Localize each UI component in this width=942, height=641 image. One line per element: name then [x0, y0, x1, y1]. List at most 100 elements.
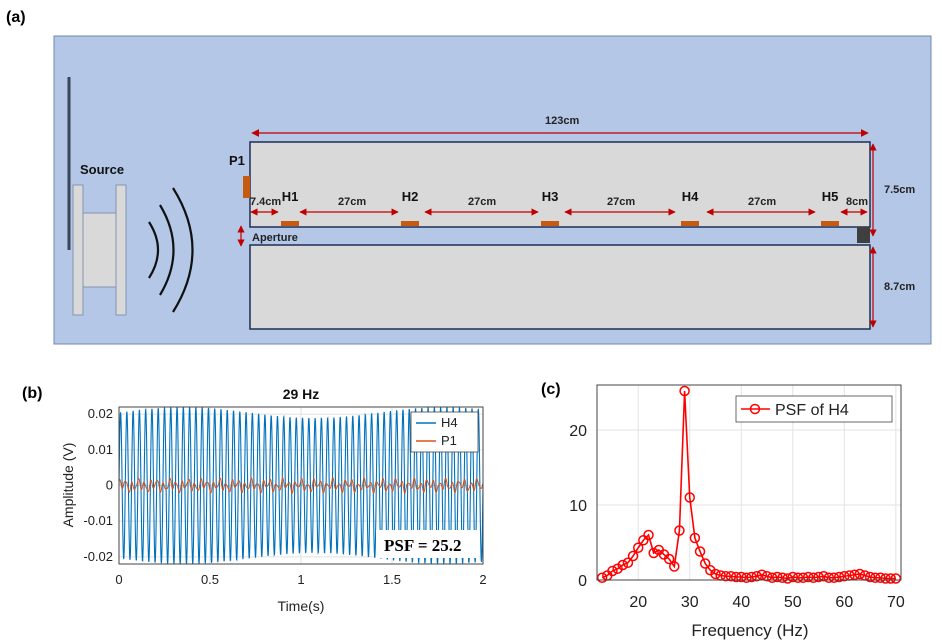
chart-c-point	[627, 550, 639, 562]
chart-c-point	[736, 571, 747, 583]
legend-psf-label: PSF of H4	[775, 402, 849, 419]
sensor-h4	[681, 221, 699, 226]
chart-c-point	[818, 571, 829, 582]
legend-p1-label: P1	[441, 433, 457, 448]
chart-b-xlabel: Time(s)	[278, 598, 325, 614]
panel-label-a: (a)	[6, 9, 26, 26]
source-label: Source	[80, 162, 124, 177]
chart-b-xtick: 0.5	[201, 572, 219, 587]
chart-c-point	[854, 568, 866, 580]
legend-psf-marker	[749, 403, 761, 415]
p1-label: P1	[229, 153, 245, 168]
chart-c-point	[684, 492, 695, 503]
apparatus-diagram: Source P1 123cm 7.5cm 8.7cm Aperture H	[53, 35, 932, 345]
chart-b-ytick: 0	[106, 478, 113, 493]
chart-c-point	[869, 572, 881, 583]
chart-c-xtick: 50	[784, 594, 802, 611]
chart-c-point	[679, 385, 690, 397]
chart-c-point	[864, 571, 876, 583]
chart-c-point	[596, 572, 608, 583]
chart-c-point	[663, 553, 675, 565]
chart-c-point	[720, 571, 732, 582]
legend-h4-label: H4	[441, 415, 458, 430]
time-series-chart: 29 Hz 0 0.5 1 1.5 2 0.02 0.01 0 -0.01 -0.02 Time(…	[60, 386, 487, 614]
chart-c-xtick: 40	[732, 594, 750, 611]
chart-c-point	[607, 565, 618, 577]
chart-b-title: 29 Hz	[283, 386, 320, 402]
chart-c-point	[674, 525, 685, 536]
spacing-label-5: 27cm	[748, 196, 776, 208]
height-upper-label: 7.5cm	[884, 184, 915, 196]
aperture-label: Aperture	[252, 232, 298, 244]
spacing-label-6: 8cm	[846, 196, 868, 208]
chart-b-ytick: -0.01	[83, 513, 113, 528]
chart-c-xtick: 20	[629, 594, 647, 611]
chart-c-xlabel: Frequency (Hz)	[691, 621, 808, 640]
sensor-label-h3: H3	[542, 189, 559, 204]
chart-c-point	[756, 569, 768, 580]
chart-c-point	[823, 572, 835, 583]
chart-c-point	[792, 572, 804, 583]
sensor-h5	[821, 221, 839, 226]
sound-wave-icon	[148, 187, 194, 313]
chart-c-point	[643, 529, 654, 541]
chart-c-point	[880, 573, 891, 584]
sensor-h3	[541, 221, 559, 226]
chart-c-point	[761, 571, 773, 582]
chart-c-point	[694, 546, 706, 557]
chart-c-xtick: 30	[681, 594, 699, 611]
chart-c-point	[803, 571, 814, 583]
psf-chart: 20 30 40 50 60 70 20 10 0 Frequency (Hz) PSF of …	[569, 384, 905, 640]
chart-c-point	[782, 573, 793, 584]
chart-b-xtick: 1.5	[383, 572, 401, 587]
chart-b-xtick: 0	[115, 572, 122, 587]
end-cap	[857, 227, 870, 243]
sensor-h2	[401, 221, 419, 226]
chart-c-point	[699, 558, 711, 569]
chart-b-ylabel: Amplitude (V)	[60, 443, 76, 528]
chart-c-ytick: 20	[569, 423, 587, 440]
chart-c-point	[710, 568, 721, 580]
panel-label-b: (b)	[22, 385, 42, 402]
chart-c-point	[777, 572, 788, 583]
chart-c-point	[808, 572, 819, 583]
chart-c-point	[833, 571, 845, 583]
chart-b-frame	[118, 406, 484, 565]
p1-sensor	[243, 176, 250, 198]
spacing-label-1: 7.4cm	[250, 196, 281, 208]
sensor-label-h5: H5	[822, 189, 839, 204]
chart-b-xtick: 1	[297, 572, 304, 587]
chart-b-ytick: -0.02	[83, 549, 113, 564]
chart-c-point	[632, 542, 644, 553]
chart-c-point	[751, 571, 762, 582]
length-label: 123cm	[545, 115, 579, 127]
lower-tube	[249, 244, 871, 330]
chart-c-point	[730, 571, 742, 583]
chart-c-point	[849, 569, 860, 580]
chart-c-frame	[596, 384, 902, 581]
chart-c-point	[828, 572, 840, 583]
chart-c-point	[875, 572, 886, 583]
chart-c-series-line	[601, 390, 896, 580]
chart-c-point	[622, 557, 634, 568]
chart-c-point	[839, 571, 850, 582]
chart-c-point	[766, 572, 778, 583]
chart-c-point	[787, 571, 799, 583]
chart-b-xtick: 2	[479, 572, 486, 587]
chart-c-point	[797, 572, 809, 583]
sensor-h1	[281, 221, 299, 226]
chart-c-xtick: 70	[887, 594, 905, 611]
chart-b-legend: H4 P1	[410, 411, 479, 453]
sensor-label-h4: H4	[682, 189, 699, 204]
chart-c-point	[772, 571, 783, 583]
height-lower-label: 8.7cm	[884, 281, 915, 293]
chart-c-point	[689, 532, 701, 544]
speaker-icon	[72, 184, 127, 316]
chart-c-point	[885, 573, 896, 584]
chart-c-ytick: 10	[569, 498, 587, 515]
upper-tube	[249, 141, 871, 228]
panel-label-c: (c)	[541, 381, 561, 398]
spacing-label-3: 27cm	[468, 196, 496, 208]
chart-c-point	[813, 571, 824, 583]
